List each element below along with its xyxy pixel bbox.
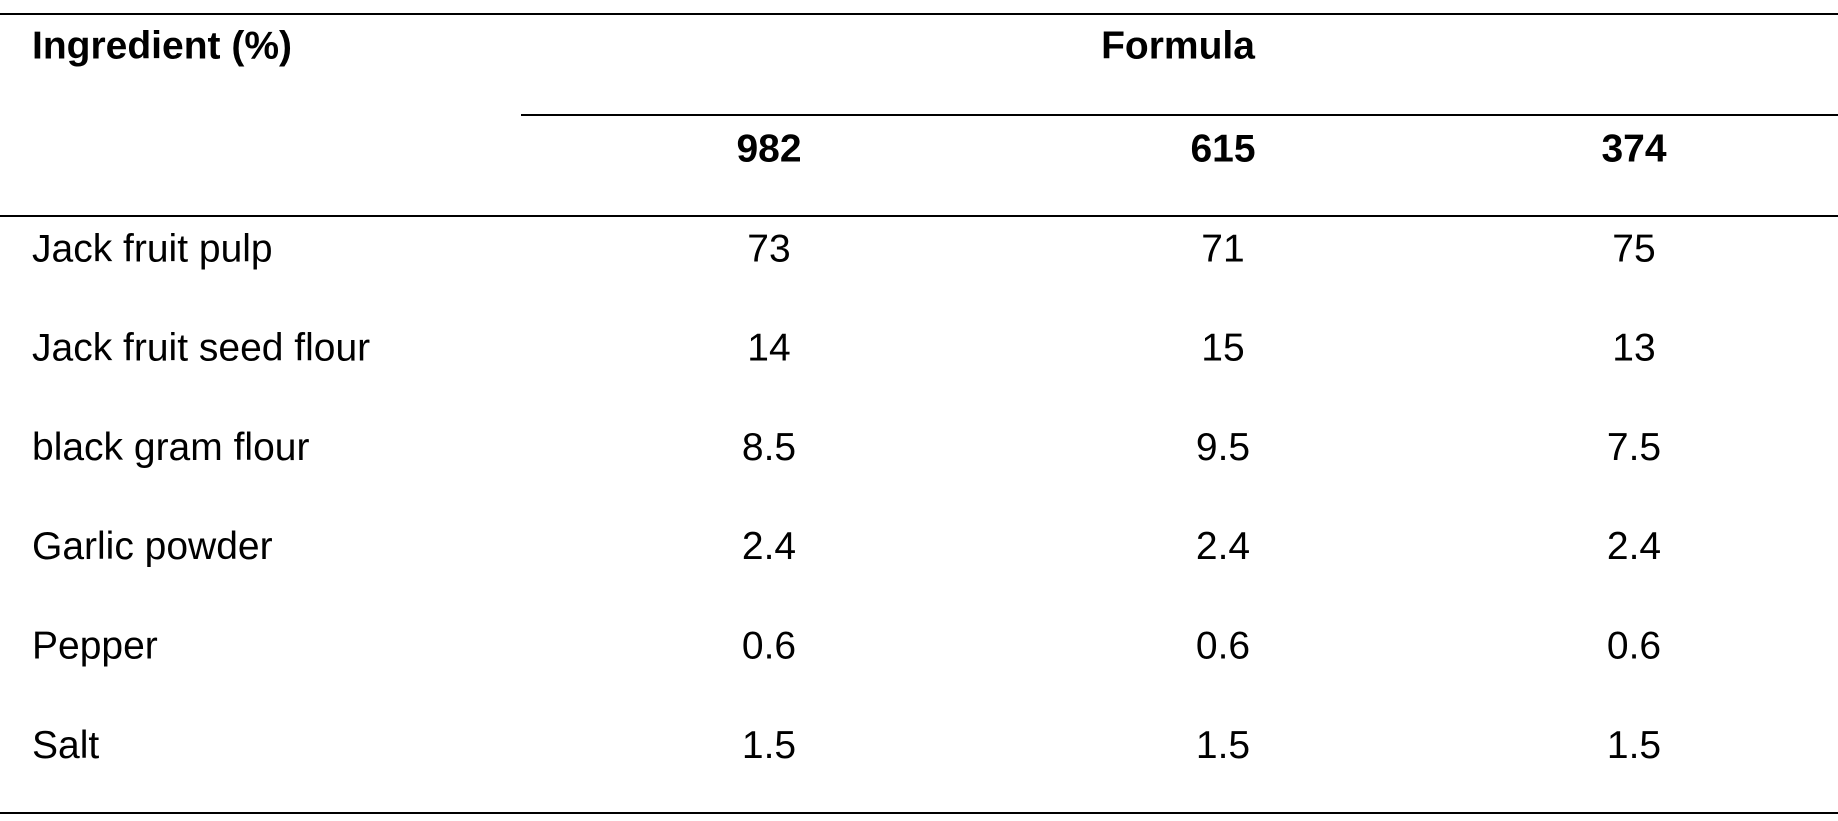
row-label: Salt (32, 724, 99, 767)
row-label: Pepper (32, 624, 158, 667)
row-label: Garlic powder (32, 525, 273, 568)
header-title: Ingredient (%) (32, 24, 292, 67)
cell-value: 13 (1612, 327, 1655, 370)
cell-value: 73 (747, 227, 790, 270)
cell-value: 2.4 (742, 525, 796, 568)
cell-value: 75 (1612, 227, 1655, 270)
cell-value: 71 (1201, 227, 1244, 270)
row-label: black gram flour (32, 426, 309, 469)
cell-value: 0.6 (742, 624, 796, 667)
cell-value: 1.5 (742, 724, 796, 767)
cell-value: 2.4 (1196, 525, 1250, 568)
cell-value: 8.5 (742, 426, 796, 469)
column-header: 374 (1601, 127, 1666, 170)
cell-value: 1.5 (1196, 724, 1250, 767)
column-header: 615 (1190, 127, 1255, 170)
cell-value: 7.5 (1607, 426, 1661, 469)
cell-value: 14 (747, 327, 790, 370)
cell-value: 2.4 (1607, 525, 1661, 568)
cell-value: 15 (1201, 327, 1244, 370)
cell-value: 0.6 (1607, 624, 1661, 667)
cell-value: 0.6 (1196, 624, 1250, 667)
cell-value: 9.5 (1196, 426, 1250, 469)
row-label: Jack fruit pulp (32, 227, 273, 270)
cell-value: 1.5 (1607, 724, 1661, 767)
column-header: 982 (736, 127, 801, 170)
row-label: Jack fruit seed flour (32, 327, 370, 370)
header-group: Formula (1101, 24, 1255, 67)
